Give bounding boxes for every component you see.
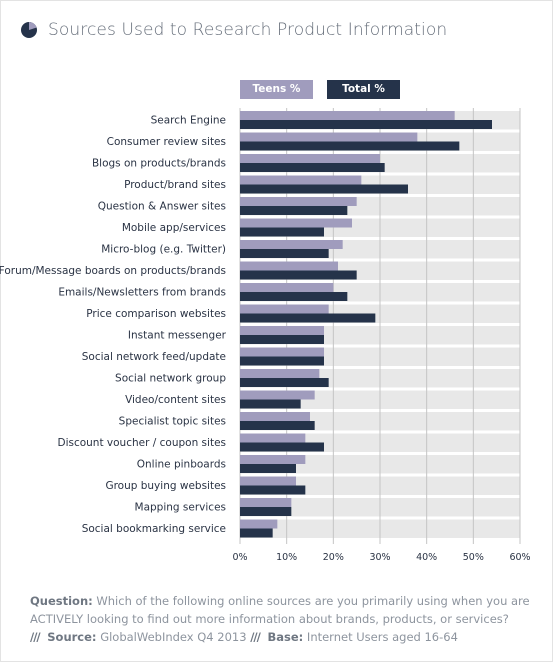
category-label: Specialist topic sites	[119, 416, 226, 428]
x-tick-label: 60%	[509, 552, 530, 563]
bar-total	[240, 507, 292, 516]
source-block: /// Source: GlobalWebIndex Q4 2013 /// B…	[30, 628, 530, 646]
bar-teens	[240, 369, 320, 378]
title-row: Sources Used to Research Product Informa…	[20, 20, 447, 40]
bar-total	[240, 292, 348, 301]
category-label: Price comparison websites	[86, 308, 226, 320]
bar-total	[240, 442, 324, 452]
x-tick-label: 30%	[369, 552, 390, 563]
bar-total	[240, 249, 329, 258]
bar-teens	[240, 519, 278, 529]
bar-total	[240, 313, 376, 323]
bar-total	[240, 485, 306, 495]
category-label: Forum/Message boards on products/brands	[0, 265, 226, 277]
category-label: Micro-blog (e.g. Twitter)	[101, 244, 226, 256]
bar-total	[240, 528, 273, 538]
bar-teens	[240, 175, 362, 185]
x-tick-label: 50%	[463, 552, 484, 563]
chart-title: Sources Used to Research Product Informa…	[48, 20, 448, 40]
category-label: Group buying websites	[105, 480, 226, 492]
legend-total: Total %	[327, 80, 400, 99]
question-text: Which of the following online sources ar…	[30, 594, 530, 626]
category-label: Video/content sites	[125, 394, 226, 406]
bar-total	[240, 399, 301, 409]
bar-total	[240, 120, 492, 129]
question-block: Question: Which of the following online …	[30, 592, 530, 628]
base-text: Internet Users aged 16-64	[306, 630, 458, 644]
bar-teens	[240, 197, 357, 206]
category-label: Emails/Newsletters from brands	[58, 287, 226, 299]
bar-teens	[240, 476, 296, 486]
legend-teens: Teens %	[240, 80, 313, 99]
bar-teens	[240, 132, 418, 142]
bar-total	[240, 464, 296, 473]
question-label: Question:	[30, 594, 93, 608]
category-label: Discount voucher / coupon sites	[57, 437, 226, 449]
slashes-separator: ///	[30, 630, 41, 644]
category-label: Question & Answer sites	[98, 201, 226, 213]
category-label: Social bookmarking service	[82, 523, 226, 535]
bar-total	[240, 141, 460, 151]
bar-total	[240, 421, 315, 430]
bar-teens	[240, 412, 310, 421]
bar-total	[240, 378, 329, 387]
bar-total	[240, 163, 385, 172]
x-tick-label: 20%	[323, 552, 344, 563]
slashes-separator: ///	[250, 630, 261, 644]
category-label: Search Engine	[151, 115, 226, 127]
category-label: Mobile app/services	[122, 222, 226, 234]
category-label: Online pinboards	[137, 459, 226, 471]
x-tick-label: 10%	[276, 552, 297, 563]
pie-chart-icon	[21, 22, 37, 38]
x-tick-label: 0%	[232, 552, 247, 563]
bar-total	[240, 227, 324, 237]
footer: Question: Which of the following online …	[30, 592, 530, 646]
source-text: GlobalWebIndex Q4 2013	[100, 630, 247, 644]
category-label: Social network feed/update	[82, 351, 226, 363]
source-label: Source:	[47, 630, 97, 644]
bar-total	[240, 184, 408, 194]
x-tick-label: 40%	[416, 552, 437, 563]
category-label: Social network group	[115, 373, 226, 385]
bar-total	[240, 270, 357, 280]
bar-teens	[240, 111, 455, 120]
bar-teens	[240, 347, 324, 357]
bar-teens	[240, 390, 315, 400]
bar-teens	[240, 455, 306, 464]
bar-teens	[240, 218, 352, 228]
legend: Teens % Total %	[240, 80, 400, 99]
bar-teens	[240, 261, 338, 271]
category-label: Product/brand sites	[124, 179, 226, 191]
bar-total	[240, 335, 324, 344]
category-label: Instant messenger	[128, 330, 227, 342]
bar-teens	[240, 154, 380, 163]
bar-teens	[240, 240, 343, 249]
base-label: Base:	[267, 630, 304, 644]
bar-total	[240, 206, 348, 215]
bar-teens	[240, 283, 334, 292]
category-label: Blogs on products/brands	[92, 158, 226, 170]
bar-teens	[240, 498, 292, 507]
bar-total	[240, 356, 324, 366]
bar-teens	[240, 433, 306, 443]
category-label: Consumer review sites	[107, 136, 226, 148]
bar-teens	[240, 304, 329, 314]
bar-teens	[240, 326, 324, 335]
category-label: Mapping services	[135, 502, 226, 514]
